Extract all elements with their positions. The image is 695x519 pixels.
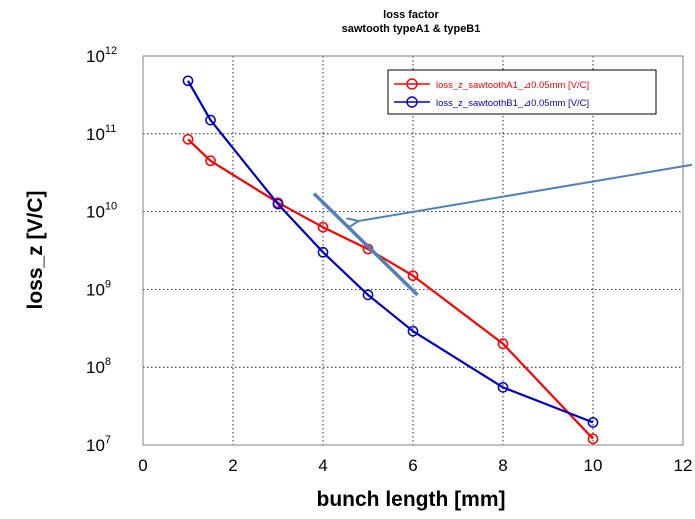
x-axis-label: bunch length [mm]: [317, 488, 506, 511]
data-point: [205, 114, 216, 126]
y-tick-label: 1011: [86, 123, 116, 144]
y-axis-label: loss_z [V/C]: [24, 190, 47, 309]
data-point: [407, 270, 419, 282]
y-tick-label: 1012: [86, 45, 117, 66]
annotation-slope-line: [312, 192, 419, 297]
data-point: [497, 382, 509, 393]
chart-title-line-2: sawtooth typeA1 & typeB1: [342, 23, 481, 35]
x-tick-label: 6: [408, 456, 417, 475]
data-point: [317, 246, 329, 258]
data-point: [587, 417, 599, 428]
y-tick-label: 107: [86, 434, 111, 455]
data-point: [362, 289, 374, 301]
data-point: [317, 221, 329, 233]
annotations: [312, 163, 693, 297]
x-tick-label: 0: [138, 456, 147, 475]
legend: loss_z_sawtoothA1_⊿0.05mm [V/C] loss_z_s…: [387, 69, 657, 115]
data-point: [497, 338, 509, 350]
x-tick-label: 8: [498, 456, 507, 475]
y-axis-ticks: 107 108 109 1010 1011 1012: [86, 45, 117, 455]
legend-marker-b1: [406, 96, 418, 108]
series-line-1: [187, 80, 594, 424]
y-tick-label: 109: [86, 278, 111, 299]
x-axis-ticks: 0 2 4 6 8 10 12: [138, 456, 692, 475]
annotation-arrow: [357, 163, 693, 222]
y-tick-label: 108: [86, 356, 111, 377]
plot-frame: [142, 55, 684, 446]
x-tick-label: 12: [674, 456, 693, 475]
legend-label-a1: loss_z_sawtoothA1_⊿0.05mm [V/C]: [436, 80, 589, 91]
data-point: [182, 75, 194, 87]
legend-box: [387, 69, 657, 115]
chart-title-line-1: loss factor: [383, 9, 439, 21]
legend-marker-a1: [406, 78, 418, 90]
data-point: [587, 433, 599, 445]
data-point: [272, 198, 284, 210]
grid-lines: [143, 56, 683, 445]
x-tick-label: 2: [228, 456, 237, 475]
x-tick-label: 4: [318, 456, 327, 475]
x-tick-label: 10: [584, 456, 603, 475]
legend-label-b1: loss_z_sawtoothB1_⊿0.05mm [V/C]: [436, 98, 589, 109]
data-point: [407, 325, 419, 337]
data-series: [182, 75, 599, 445]
y-tick-label: 1010: [86, 201, 117, 222]
data-point: [182, 133, 194, 145]
series-line-0: [187, 138, 594, 440]
data-point: [205, 155, 216, 167]
